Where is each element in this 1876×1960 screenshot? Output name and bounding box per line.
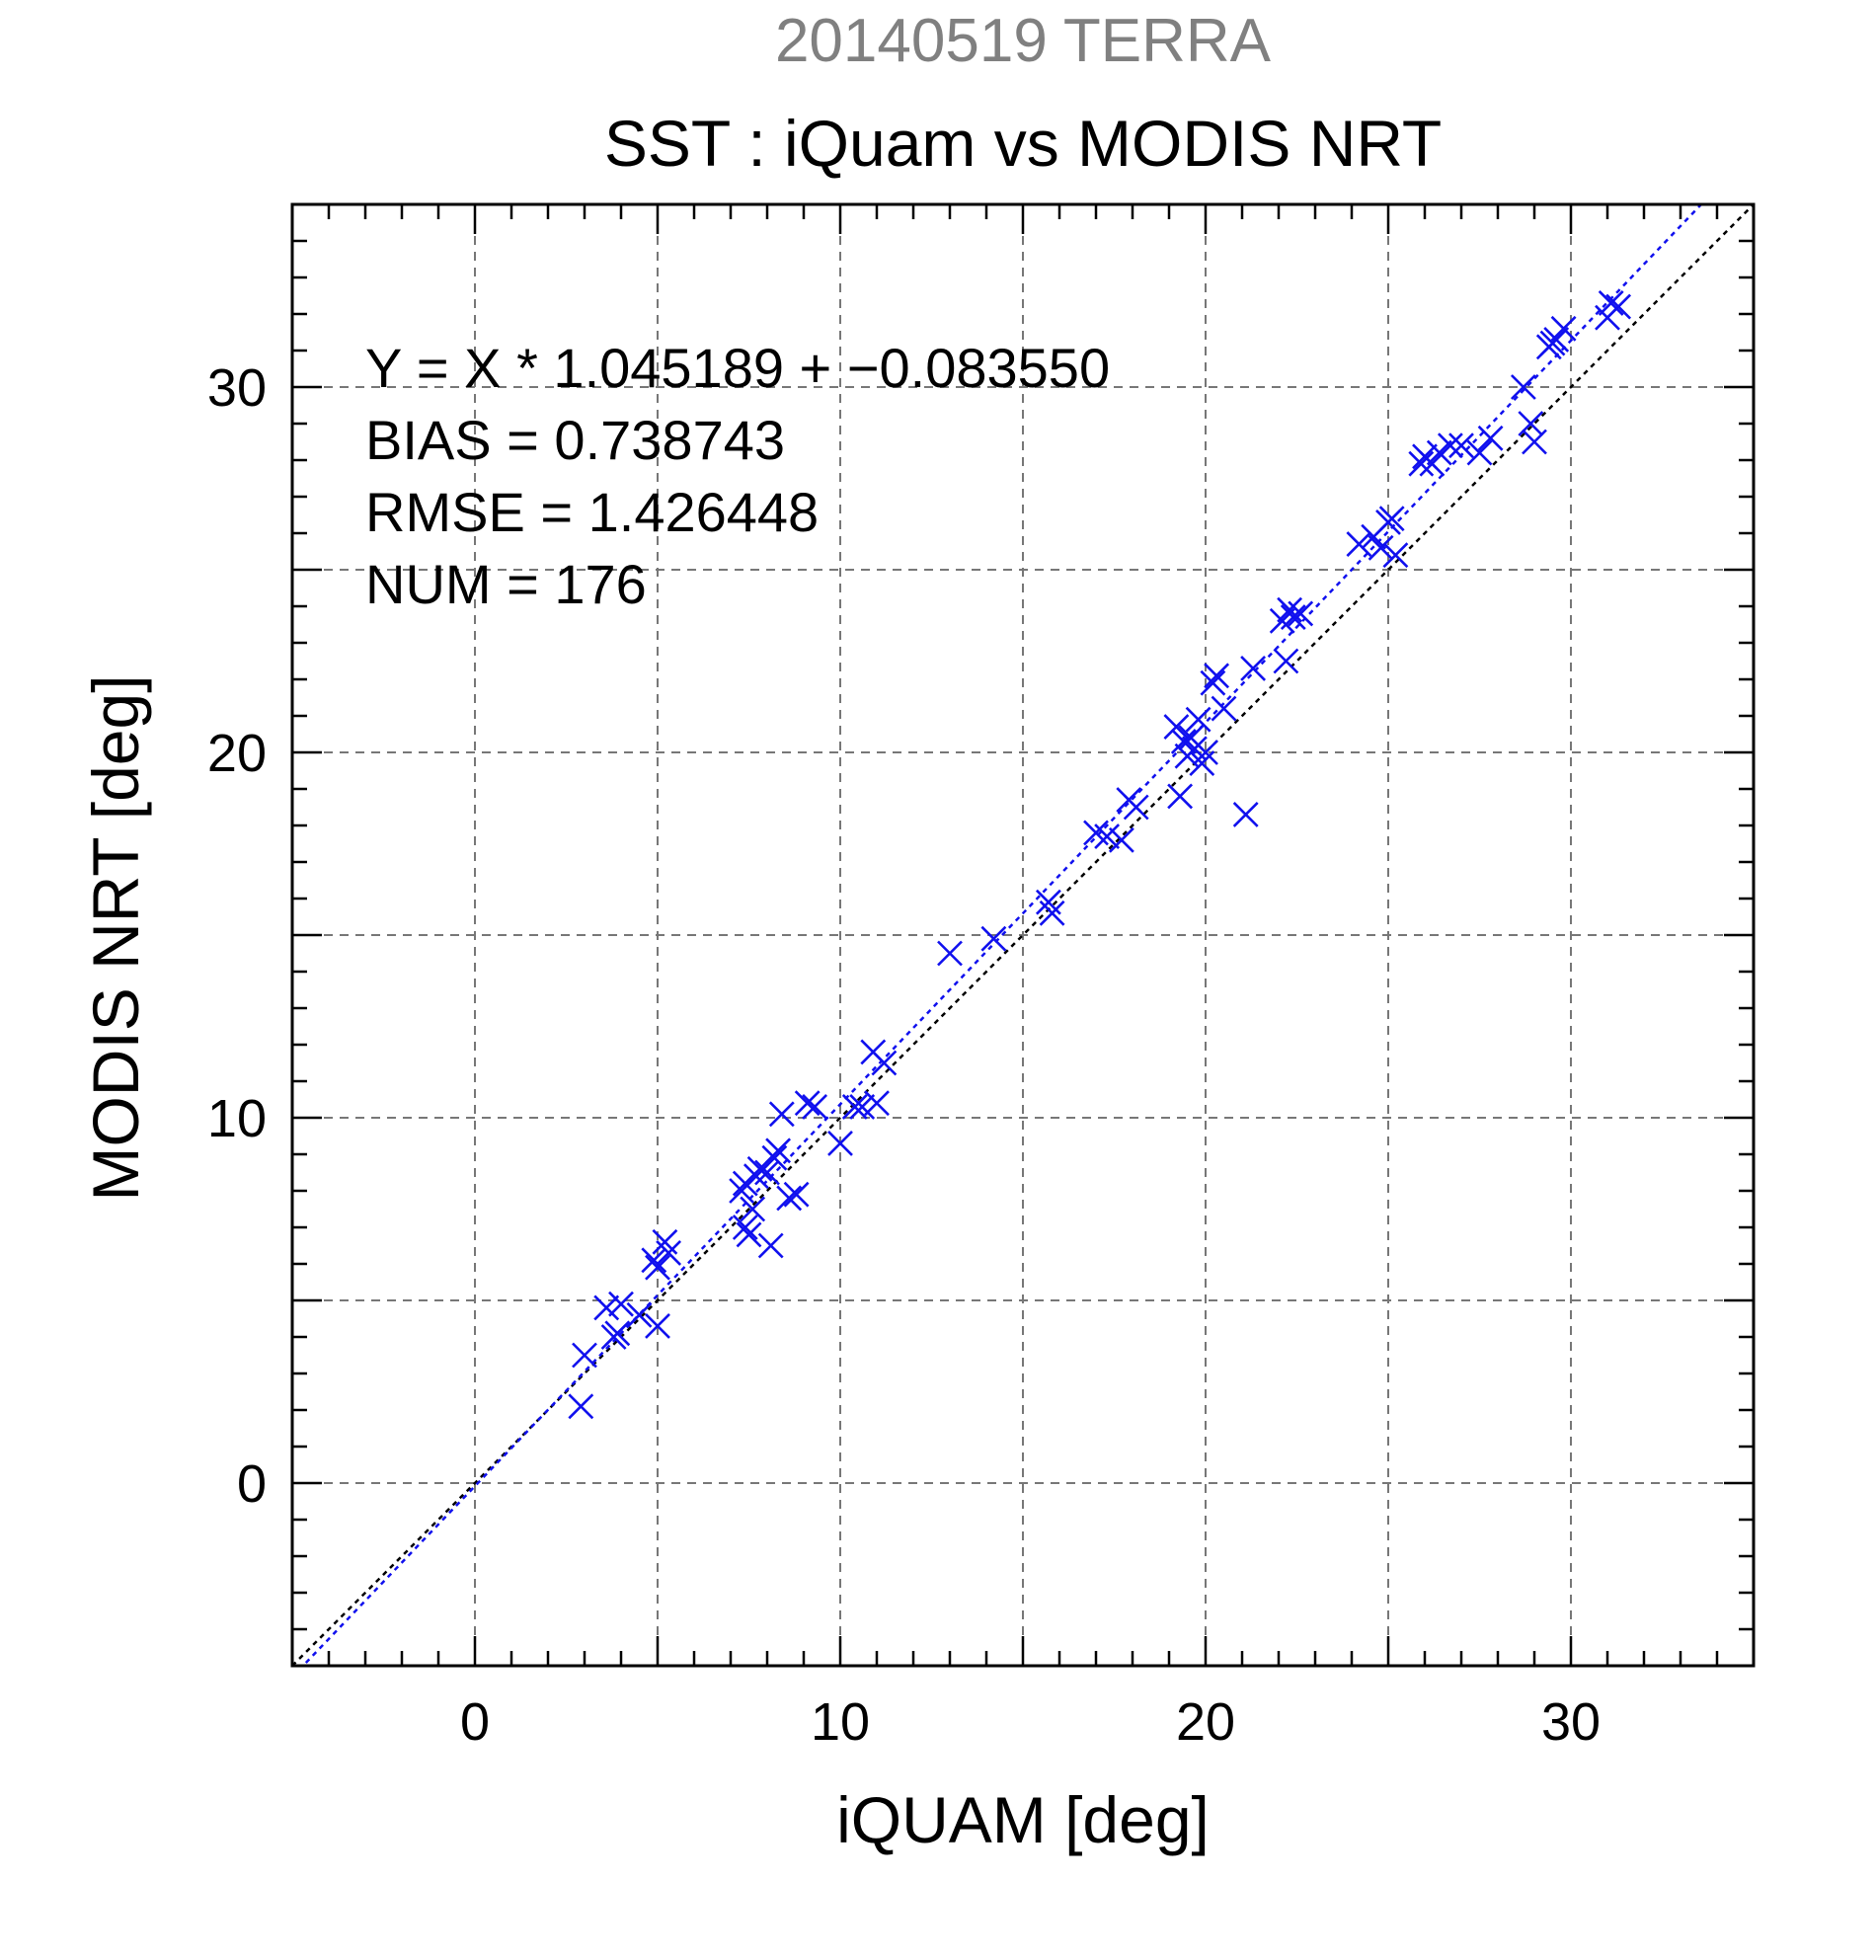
data-point-marker xyxy=(1193,740,1218,765)
data-point-marker xyxy=(1039,900,1065,926)
grid-layer xyxy=(292,204,1754,1666)
data-point-marker xyxy=(1522,429,1547,455)
axis-ticks xyxy=(292,204,1754,1666)
data-point-marker xyxy=(1288,600,1314,627)
data-point-marker xyxy=(1510,374,1536,400)
data-point-marker xyxy=(568,1393,594,1420)
x-tick-label: 30 xyxy=(1541,1692,1601,1752)
data-points xyxy=(568,289,1632,1420)
data-point-marker xyxy=(626,1301,653,1328)
y-tick-label: 0 xyxy=(237,1454,267,1514)
data-point-marker xyxy=(732,1215,758,1240)
y-axis-label: MODIS NRT [deg] xyxy=(79,674,152,1201)
rmse-stat: RMSE = 1.426448 xyxy=(365,481,819,543)
data-point-marker xyxy=(1477,425,1504,451)
y-tick-label: 10 xyxy=(207,1089,267,1148)
data-point-marker xyxy=(641,1247,667,1274)
bias-stat: BIAS = 0.738743 xyxy=(365,409,785,471)
data-point-marker xyxy=(572,1342,597,1369)
num-stat: NUM = 176 xyxy=(365,553,647,615)
data-point-marker xyxy=(645,1254,670,1281)
data-point-marker xyxy=(1108,826,1134,853)
data-point-marker xyxy=(1437,432,1463,459)
data-point-marker xyxy=(827,1130,853,1156)
data-point-marker xyxy=(1273,648,1299,674)
data-point-marker xyxy=(1408,450,1435,477)
data-point-marker xyxy=(604,1320,631,1347)
data-point-marker xyxy=(871,1050,898,1076)
data-point-marker xyxy=(1123,794,1149,821)
tick-labels: 0 10 20 30 0 10 20 30 xyxy=(207,358,1601,1752)
data-point-marker xyxy=(1598,289,1624,316)
data-point-marker xyxy=(1368,534,1394,561)
y-tick-label: 20 xyxy=(207,724,267,783)
data-point-marker xyxy=(1550,315,1577,342)
data-point-marker xyxy=(980,925,1007,952)
data-point-marker xyxy=(1204,663,1230,689)
data-point-marker xyxy=(1240,655,1267,681)
data-point-marker xyxy=(608,1291,634,1317)
data-point-marker xyxy=(1232,801,1259,827)
data-point-marker xyxy=(1426,439,1452,466)
data-point-marker xyxy=(645,1312,670,1339)
data-point-marker xyxy=(1378,506,1405,532)
data-point-marker xyxy=(1382,542,1409,569)
data-point-marker xyxy=(1466,439,1493,466)
x-tick-label: 0 xyxy=(460,1692,490,1752)
super-title: 20140519 TERRA xyxy=(775,7,1272,75)
data-point-marker xyxy=(1448,432,1474,459)
data-point-marker xyxy=(593,1294,620,1321)
data-point-marker xyxy=(1280,604,1306,631)
identity-line xyxy=(292,204,1754,1666)
data-point-marker xyxy=(937,940,963,967)
data-point-marker xyxy=(794,1090,821,1117)
x-axis-label: iQUAM [deg] xyxy=(836,1783,1210,1856)
data-point-marker xyxy=(783,1181,810,1208)
data-point-marker xyxy=(1605,293,1632,320)
data-point-marker xyxy=(1167,783,1194,810)
y-tick-label: 30 xyxy=(207,358,267,418)
data-point-marker xyxy=(754,1159,780,1186)
data-point-marker xyxy=(740,1196,766,1222)
data-point-marker xyxy=(757,1232,784,1259)
data-point-marker xyxy=(1170,728,1197,754)
x-tick-label: 20 xyxy=(1176,1692,1235,1752)
data-point-marker xyxy=(849,1093,876,1120)
data-point-marker xyxy=(765,1137,792,1164)
data-point-marker xyxy=(1163,714,1190,741)
data-point-marker xyxy=(736,1221,762,1248)
x-tick-label: 10 xyxy=(811,1692,870,1752)
data-point-marker xyxy=(1211,695,1237,722)
data-point-marker xyxy=(802,1093,828,1120)
chart-title: SST : iQuam vs MODIS NRT xyxy=(604,107,1442,180)
data-point-marker xyxy=(1346,531,1372,558)
data-point-marker xyxy=(761,1144,788,1171)
data-point-marker xyxy=(776,1185,803,1212)
data-point-marker xyxy=(768,1101,795,1128)
data-point-marker xyxy=(1200,669,1226,696)
regression-fit-line xyxy=(301,204,1703,1666)
data-point-marker xyxy=(841,1093,868,1120)
reference-lines xyxy=(292,204,1754,1666)
fit-equation: Y = X * 1.045189 + −0.083550 xyxy=(365,337,1110,399)
data-point-marker xyxy=(1094,823,1121,850)
data-point-marker xyxy=(656,1239,682,1266)
data-point-marker xyxy=(1543,326,1570,353)
data-point-marker xyxy=(1518,411,1544,436)
data-point-marker xyxy=(1185,706,1212,733)
data-point-marker xyxy=(864,1090,890,1117)
